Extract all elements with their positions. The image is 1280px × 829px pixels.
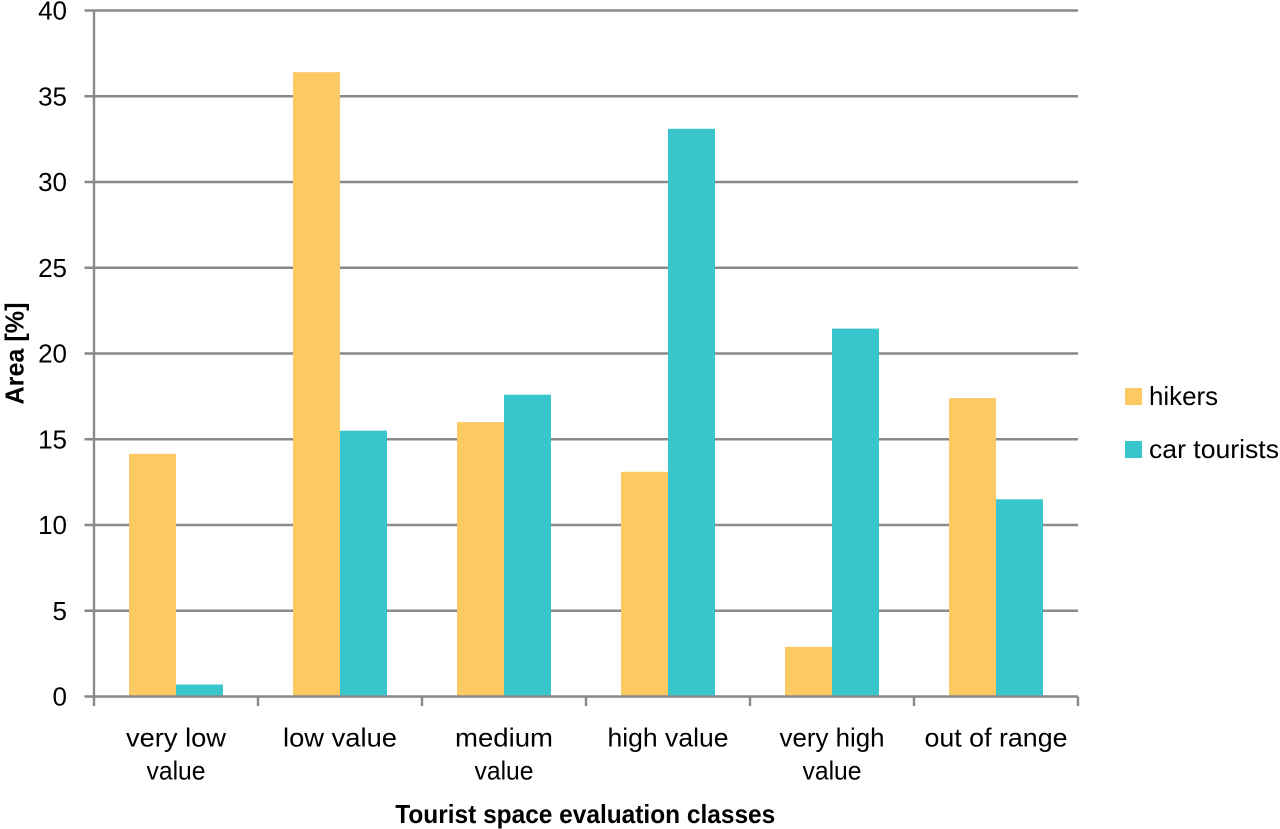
- svg-text:25: 25: [38, 253, 67, 283]
- svg-text:20: 20: [38, 339, 67, 369]
- svg-text:high value: high value: [608, 723, 729, 753]
- svg-text:value: value: [803, 756, 862, 786]
- svg-text:0: 0: [53, 682, 67, 712]
- svg-text:15: 15: [38, 424, 67, 454]
- svg-text:low value: low value: [283, 723, 397, 753]
- svg-text:Area [%]: Area [%]: [0, 303, 30, 405]
- svg-text:very high: very high: [780, 723, 885, 753]
- svg-text:car tourists: car tourists: [1149, 434, 1279, 464]
- svg-text:value: value: [147, 756, 206, 786]
- svg-text:30: 30: [38, 167, 67, 197]
- svg-text:40: 40: [38, 0, 67, 26]
- svg-text:medium: medium: [455, 723, 553, 753]
- svg-text:35: 35: [38, 81, 67, 111]
- svg-text:out of range: out of range: [925, 723, 1068, 753]
- svg-text:Tourist space evaluation class: Tourist space evaluation classes: [395, 799, 775, 829]
- svg-text:10: 10: [38, 510, 67, 540]
- svg-text:very low: very low: [126, 723, 226, 753]
- svg-text:hikers: hikers: [1149, 381, 1218, 411]
- svg-text:5: 5: [53, 596, 67, 626]
- svg-text:value: value: [475, 756, 534, 786]
